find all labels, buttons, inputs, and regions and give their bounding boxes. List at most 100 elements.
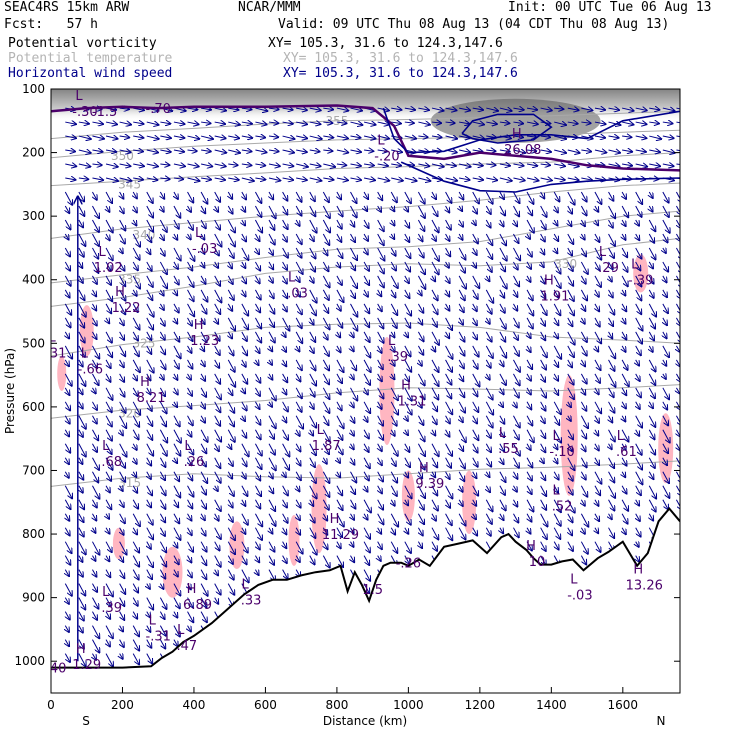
wind-arrow: [350, 429, 353, 436]
wind-arrow: [160, 178, 169, 179]
hl-marker-20: L: [552, 483, 560, 498]
wind-arrow: [622, 150, 632, 152]
wind-arrow: [472, 429, 479, 440]
wind-arrow: [201, 233, 204, 240]
wind-arrow: [541, 275, 545, 284]
wind-arrow: [105, 247, 113, 260]
wind-arrow: [282, 108, 293, 110]
wind-arrow: [254, 443, 261, 456]
wind-arrow: [323, 541, 327, 550]
wind-arrow: [133, 136, 143, 138]
wind-arrow: [391, 178, 403, 181]
wind-arrow: [92, 205, 99, 218]
wind-arrow: [417, 191, 424, 204]
wind-arrow: [648, 443, 655, 455]
hl-marker-11: L: [184, 439, 192, 454]
wind-arrow: [417, 331, 423, 341]
wind-arrow: [364, 387, 368, 395]
wind-arrow: [350, 542, 353, 547]
wind-arrow: [432, 233, 436, 241]
wind-arrow: [132, 639, 139, 651]
wind-arrow: [595, 429, 598, 436]
x-tick-label-1000: 1000: [393, 698, 424, 712]
wind-arrow: [269, 360, 272, 365]
wind-arrow: [283, 359, 287, 366]
wind-arrow: [417, 219, 424, 231]
wind-arrow: [363, 275, 369, 285]
wind-arrow: [79, 219, 83, 227]
wind-arrow: [322, 387, 329, 399]
wind-arrow: [133, 472, 136, 477]
wind-arrow: [622, 233, 625, 240]
wind-arrow: [146, 527, 153, 540]
wind-arrow: [580, 485, 587, 497]
wind-arrow: [215, 205, 218, 212]
wind-arrow: [92, 485, 99, 499]
wind-arrow: [648, 219, 655, 231]
wind-arrow: [200, 611, 207, 623]
wind-arrow: [350, 513, 354, 520]
wind-arrow: [363, 401, 370, 413]
wind-arrow: [146, 178, 158, 180]
wind-arrow: [594, 150, 606, 153]
wind-arrow: [322, 373, 329, 384]
wind-arrow: [391, 164, 401, 166]
wind-arrow: [173, 443, 180, 456]
wind-arrow: [417, 499, 423, 510]
wind-arrow: [350, 261, 355, 270]
wind-arrow: [201, 373, 205, 381]
wind-arrow: [310, 317, 314, 325]
wind-arrow: [282, 164, 294, 166]
wind-arrow: [241, 247, 249, 260]
hl-value-3: 1.02: [94, 261, 123, 276]
wind-arrow: [65, 150, 75, 151]
wind-arrow: [254, 261, 260, 271]
wind-arrow: [173, 513, 179, 524]
wind-arrow: [78, 443, 86, 457]
wind-arrow: [568, 205, 572, 214]
wind-arrow: [676, 219, 680, 228]
hl-value-12: .03: [287, 286, 308, 301]
x-tick-label-800: 800: [325, 698, 348, 712]
wind-arrow: [310, 499, 314, 506]
wind-arrow: [473, 247, 477, 255]
wind-arrow: [622, 472, 625, 477]
wind-arrow: [132, 261, 138, 270]
wind-arrow: [553, 527, 560, 539]
wind-arrow: [526, 359, 532, 369]
wind-arrow: [350, 303, 357, 317]
wind-arrow: [296, 219, 299, 226]
wind-arrow: [214, 150, 227, 153]
wind-arrow: [513, 178, 524, 181]
wind-arrow: [486, 317, 489, 324]
wind-arrow: [200, 331, 207, 342]
wind-arrow: [526, 191, 533, 204]
wind-arrow: [282, 513, 288, 523]
wind-arrow: [296, 275, 300, 282]
wind-arrow: [445, 317, 453, 330]
wind-arrow: [227, 527, 235, 540]
wind-arrow: [255, 345, 259, 353]
wind-arrow: [458, 401, 465, 413]
wind-arrow: [649, 401, 653, 408]
wind-arrow: [242, 359, 246, 367]
wind-arrow: [309, 219, 317, 233]
wind-arrow: [322, 289, 329, 300]
wind-arrow: [268, 219, 274, 230]
wind-arrow: [79, 555, 83, 562]
wind-arrow: [228, 499, 232, 508]
hl-marker-22: L: [599, 245, 607, 260]
wind-arrow: [405, 555, 410, 564]
wind-arrow: [79, 387, 83, 395]
wind-arrow: [215, 597, 219, 604]
wind-arrow: [120, 191, 124, 199]
wind-arrow: [215, 443, 219, 451]
wind-arrow: [159, 261, 167, 274]
wind-arrow: [405, 332, 408, 337]
wind-arrow: [526, 136, 536, 137]
wind-arrow: [159, 443, 166, 456]
wind-arrow: [282, 150, 294, 153]
wind-arrow: [580, 331, 587, 342]
wind-arrow: [105, 261, 111, 271]
wind-arrow: [635, 345, 641, 355]
